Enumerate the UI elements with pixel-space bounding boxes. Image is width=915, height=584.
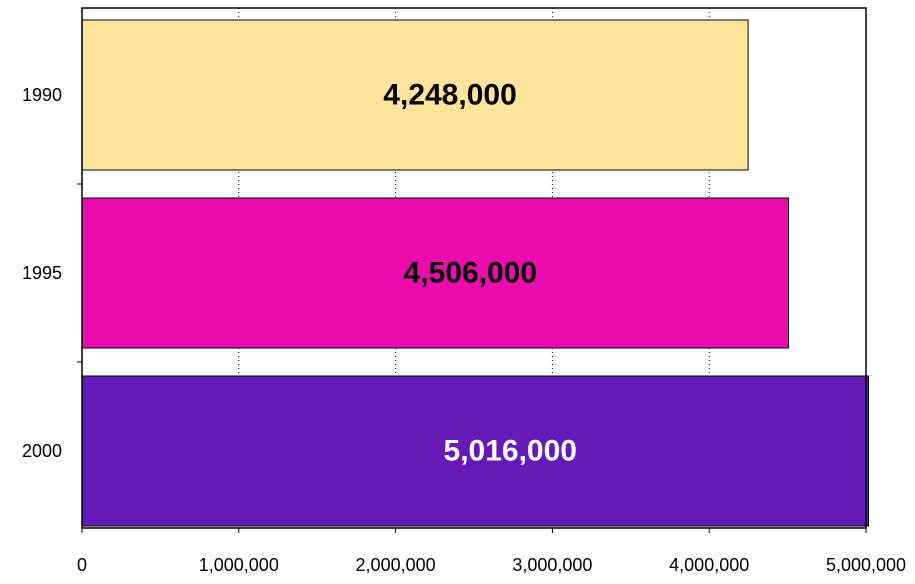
bar-2000 — [81, 375, 870, 527]
axis-ticks — [77, 183, 867, 533]
data-label-2000: 5,016,000 — [444, 435, 577, 468]
x-axis-labels: 0 1,000,000 2,000,000 3,000,000 4,000,000 5,0… — [77, 555, 906, 575]
plot-area-frame — [81, 7, 867, 529]
x-tick-label: 3,000,000 — [512, 555, 592, 575]
x-tick-label: 4,000,000 — [669, 555, 749, 575]
data-label-1990: 4,248,000 — [383, 79, 516, 112]
y-tick-label-1990: 1990 — [22, 85, 62, 105]
bars — [81, 19, 870, 527]
x-tick-label: 0 — [77, 555, 87, 575]
data-label-1995: 4,506,000 — [404, 257, 537, 290]
y-tick-label-2000: 2000 — [22, 441, 62, 461]
data-labels: 4,248,000 4,506,000 5,016,000 — [383, 79, 577, 468]
bar-1990 — [81, 19, 749, 171]
bar-1995 — [81, 197, 790, 349]
x-tick-label: 5,000,000 — [826, 555, 906, 575]
x-tick-label: 1,000,000 — [199, 555, 279, 575]
y-axis-labels: 1990 1995 2000 — [22, 85, 62, 461]
x-tick-label: 2,000,000 — [356, 555, 436, 575]
y-tick-label-1995: 1995 — [22, 263, 62, 283]
